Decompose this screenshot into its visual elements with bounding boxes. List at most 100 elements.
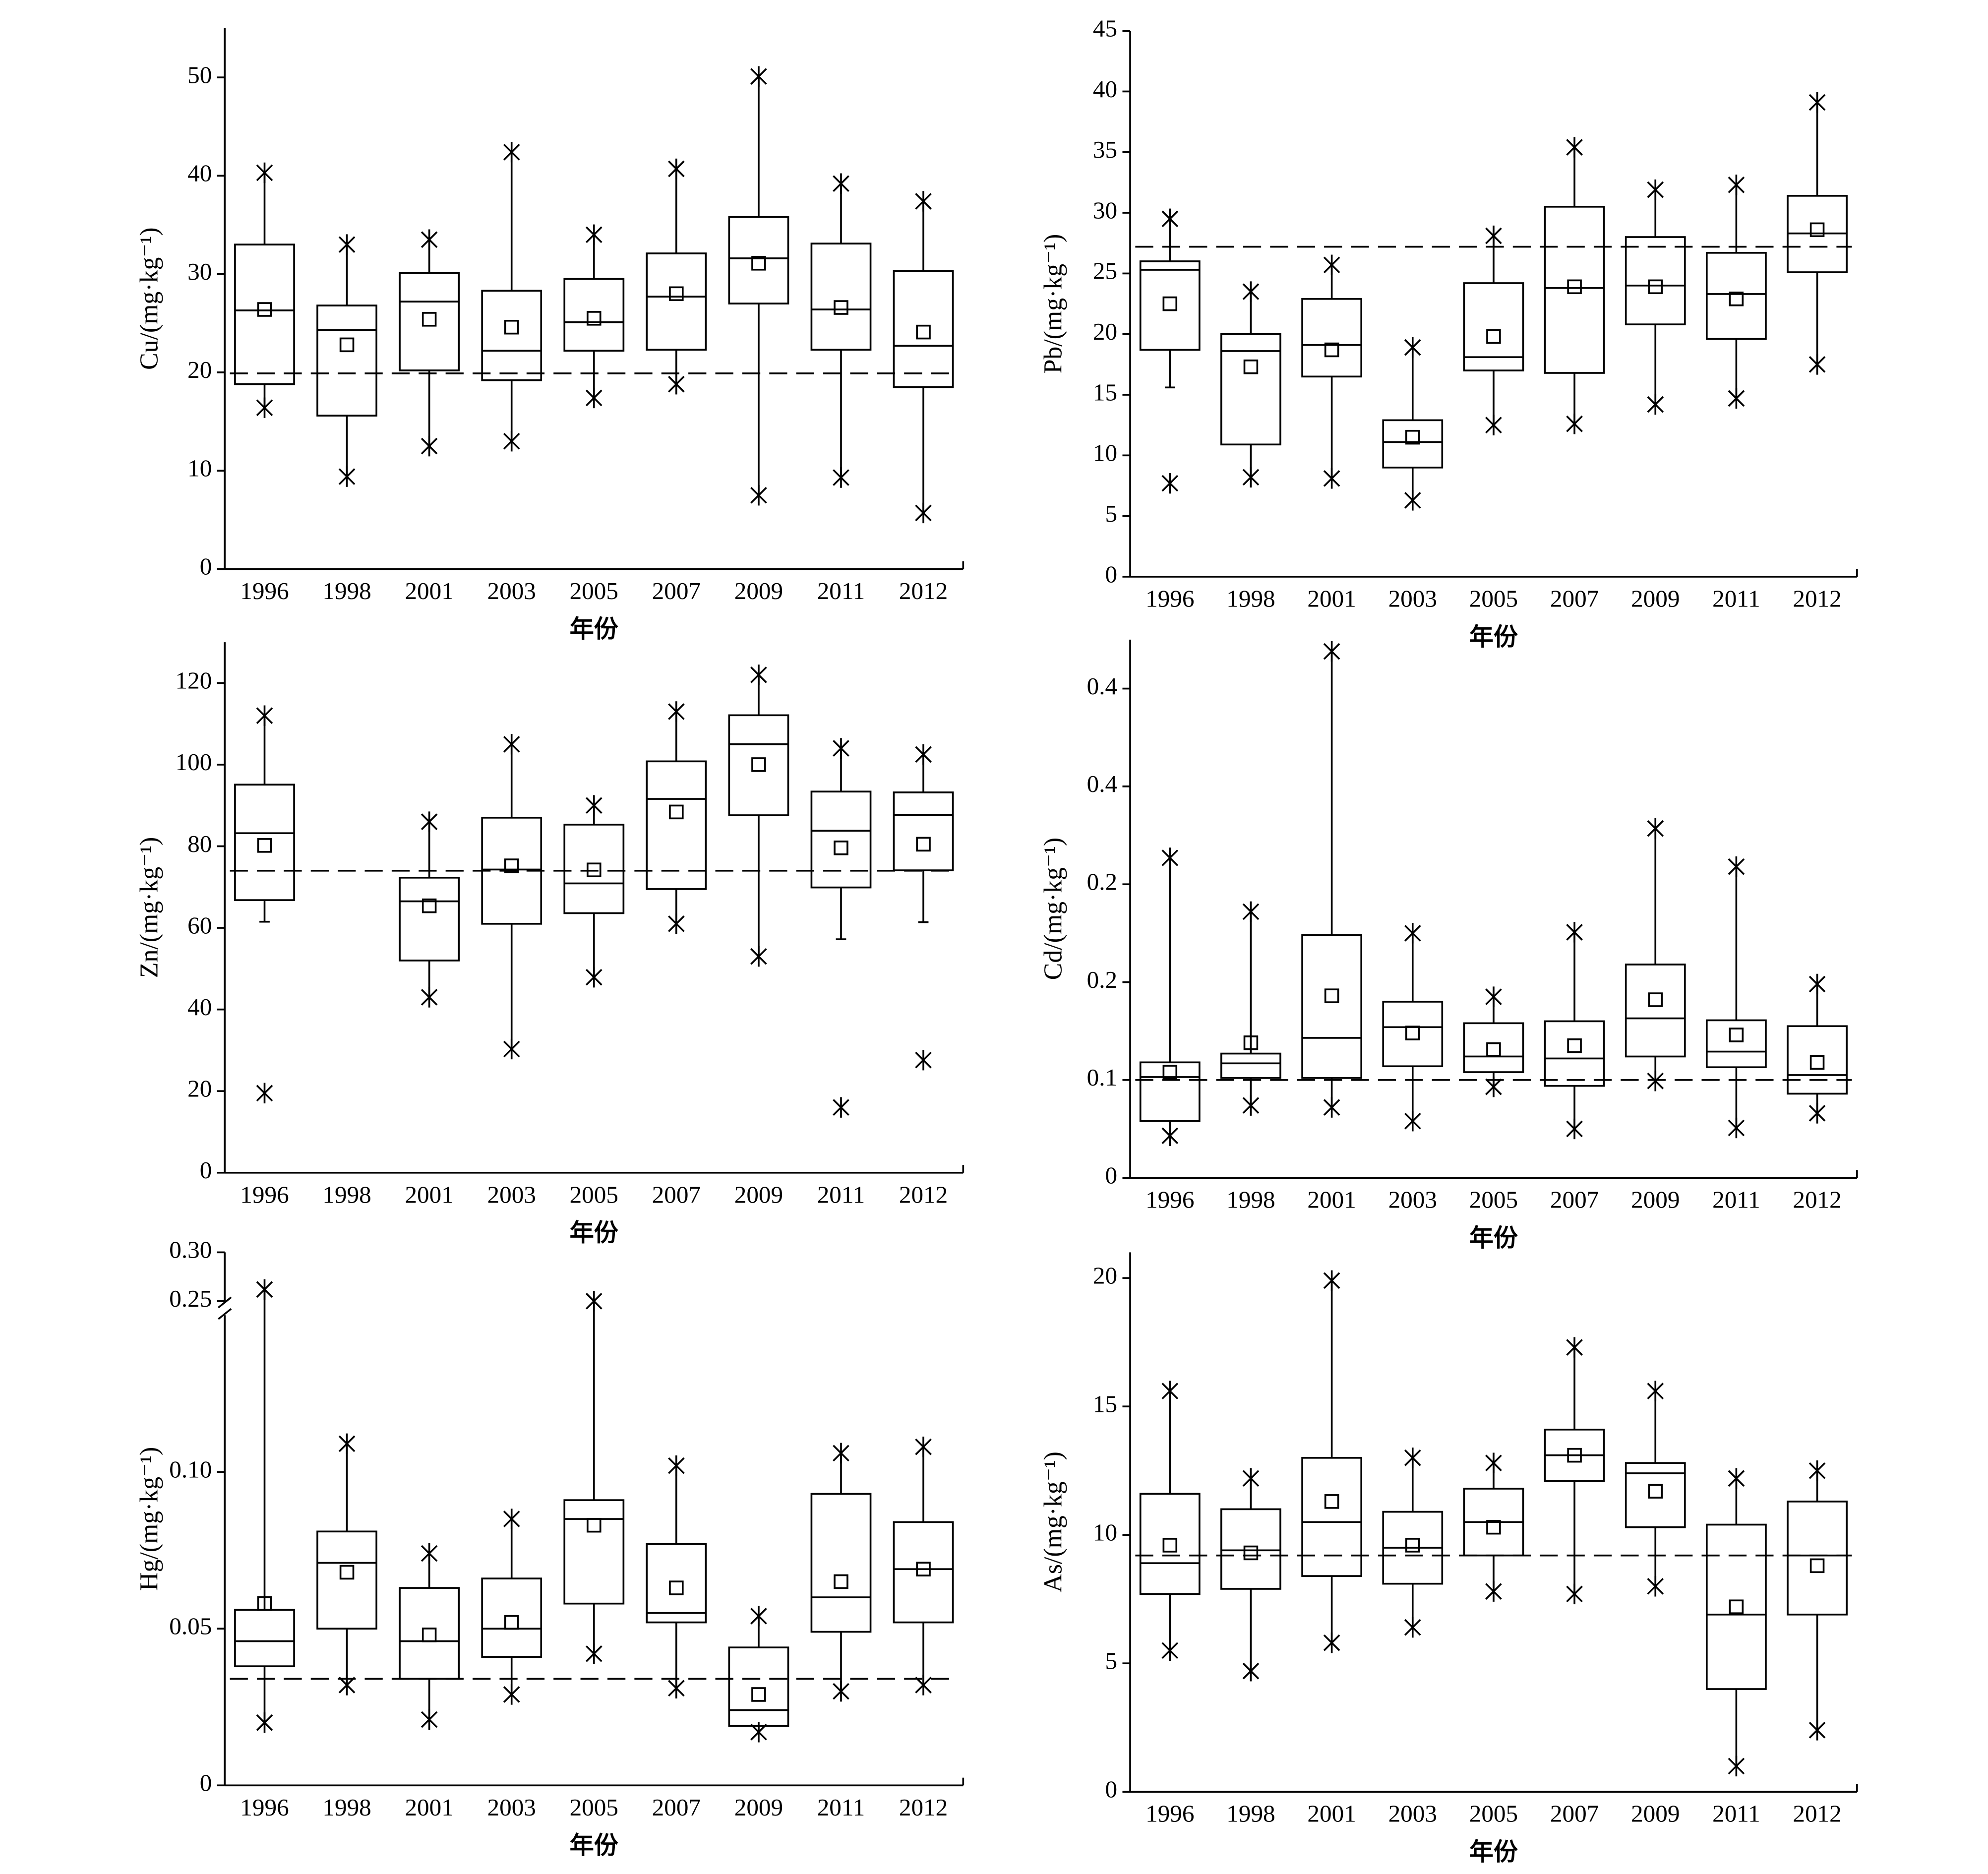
mean-marker <box>751 1687 766 1702</box>
box <box>728 216 789 304</box>
box <box>1139 1493 1201 1595</box>
y-axis-label: As/(mg·kg⁻¹) <box>1039 1451 1068 1592</box>
mean-marker <box>916 324 931 340</box>
min-marker <box>750 485 767 506</box>
max-marker <box>503 734 520 755</box>
max-marker <box>421 811 438 832</box>
box <box>1625 236 1686 325</box>
mean-marker <box>1324 1494 1339 1509</box>
x-tick-label: 1996 <box>1145 1800 1194 1827</box>
max-marker <box>338 234 356 255</box>
min-marker <box>1323 468 1340 489</box>
x-tick-label: 1996 <box>240 577 289 605</box>
y-tick-label: 20 <box>1093 318 1117 345</box>
mean-marker <box>1243 360 1259 374</box>
min-marker <box>421 987 438 1008</box>
max-marker <box>1242 901 1260 922</box>
min-marker <box>421 1709 438 1730</box>
max-marker <box>1566 137 1583 158</box>
min-marker <box>503 430 520 452</box>
max-marker <box>1404 337 1421 358</box>
x-tick-label: 2009 <box>734 1794 783 1821</box>
x-tick-label: 2011 <box>1712 1800 1760 1827</box>
box <box>1787 1501 1848 1616</box>
min-marker <box>1404 490 1421 511</box>
x-axis-label: 年份 <box>570 1831 619 1860</box>
box <box>481 290 542 381</box>
x-tick-label: 2007 <box>1550 585 1599 612</box>
max-marker <box>668 1455 685 1476</box>
max-marker <box>1728 175 1745 195</box>
x-tick-label: 2009 <box>1631 585 1680 612</box>
panel: 0 0.1 0.2 0.2 0.4 0.4 Cd/(mg·kg⁻¹) 年份 1996 1998 20… <box>1039 639 1858 1252</box>
max-marker <box>915 1436 932 1457</box>
x-tick-label: 2009 <box>734 1181 783 1208</box>
x-tick-label: 1996 <box>240 1181 289 1208</box>
y-tick-label: 0 <box>200 1769 212 1797</box>
x-tick-label: 2007 <box>1550 1186 1599 1213</box>
max-marker <box>1485 1452 1502 1473</box>
y-axis-label: Cu/(mg·kg⁻¹) <box>135 228 163 370</box>
x-tick-label: 2012 <box>899 1794 948 1821</box>
x-tick-label: 1998 <box>1226 585 1275 612</box>
max-marker <box>256 705 273 726</box>
box <box>1625 964 1686 1058</box>
y-tick-label: 40 <box>187 993 212 1021</box>
mean-marker <box>1162 296 1178 311</box>
mean-marker <box>751 757 766 772</box>
min-marker <box>750 1722 767 1743</box>
box <box>893 270 954 388</box>
min-marker <box>915 1049 932 1071</box>
x-tick-label: 1996 <box>240 1794 289 1821</box>
y-tick-label: 0.4 <box>1087 770 1117 797</box>
x-tick-label: 2009 <box>1631 1186 1680 1213</box>
max-marker <box>1808 92 1826 113</box>
max-marker <box>421 1543 438 1564</box>
mean-marker <box>587 1517 602 1533</box>
x-tick-label: 2001 <box>405 1794 453 1821</box>
x-tick-label: 1998 <box>322 1181 371 1208</box>
mean-marker <box>504 1615 519 1630</box>
min-marker <box>833 1097 849 1118</box>
min-marker <box>1728 1117 1745 1139</box>
max-marker <box>1485 225 1502 246</box>
max-marker <box>1647 818 1664 839</box>
max-marker <box>1323 1270 1340 1291</box>
mean-marker <box>1567 279 1582 295</box>
min-marker <box>503 1038 520 1060</box>
box <box>646 1543 707 1624</box>
mean-marker <box>834 300 848 315</box>
y-tick-label: 0.25 <box>169 1285 212 1312</box>
mean-marker <box>1648 279 1663 295</box>
mean-marker <box>1809 222 1825 238</box>
x-tick-label: 2001 <box>405 1181 453 1208</box>
panel: 0 5 10 15 20 25 30 35 40 45 Pb/(mg·kg⁻¹) 年份 1996 1998… <box>1039 14 1858 651</box>
y-tick-label: 5 <box>1105 1647 1118 1675</box>
box <box>399 272 460 371</box>
box <box>1706 1019 1767 1068</box>
box <box>810 790 872 889</box>
min-marker <box>833 1681 849 1702</box>
mean-marker <box>422 898 437 913</box>
axis-break <box>218 1308 232 1320</box>
max-marker <box>750 665 767 685</box>
box <box>563 1499 625 1605</box>
x-tick-label: 1998 <box>1226 1186 1275 1213</box>
y-tick-label: 80 <box>187 830 212 857</box>
mean-marker <box>1486 329 1501 344</box>
y-tick-label: 0.05 <box>169 1613 212 1640</box>
panel: 0 10 20 30 40 50 Cu/(mg·kg⁻¹) 年份 1996 1998 2001 200… <box>135 28 964 643</box>
x-tick-label: 1998 <box>322 1794 371 1821</box>
min-marker <box>256 1083 273 1104</box>
max-marker <box>1728 856 1745 877</box>
box <box>810 1493 872 1633</box>
y-tick-label: 120 <box>176 667 212 694</box>
min-marker <box>1404 1617 1421 1638</box>
mean-marker <box>669 804 684 820</box>
y-tick-label: 50 <box>187 61 212 88</box>
x-tick-label: 2011 <box>1712 585 1760 612</box>
y-axis-label: Pb/(mg·kg⁻¹) <box>1039 234 1068 374</box>
x-tick-label: 2005 <box>570 577 618 605</box>
min-marker <box>1323 1097 1340 1118</box>
box <box>316 1530 377 1630</box>
